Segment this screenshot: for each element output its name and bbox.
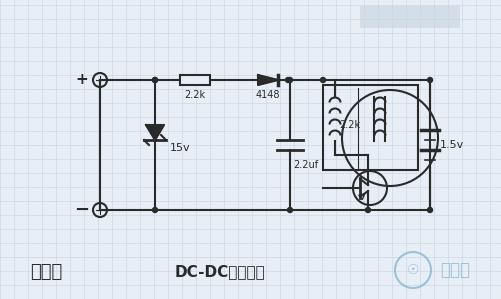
Circle shape [286, 77, 291, 83]
Text: 2.2k: 2.2k [184, 90, 205, 100]
Circle shape [152, 77, 157, 83]
Circle shape [288, 77, 293, 83]
Polygon shape [146, 125, 164, 140]
Text: +: + [76, 72, 88, 88]
Text: 2.2uf: 2.2uf [293, 160, 318, 170]
Circle shape [427, 208, 432, 213]
Bar [360, 6, 460, 28]
Text: 示例图: 示例图 [30, 263, 62, 281]
Circle shape [427, 77, 432, 83]
Text: 日月辰: 日月辰 [440, 261, 470, 279]
Text: 15v: 15v [170, 143, 190, 153]
Circle shape [366, 208, 371, 213]
Bar [323, 85, 418, 170]
Text: 2.2k: 2.2k [339, 120, 360, 130]
Text: ☉: ☉ [407, 263, 419, 277]
Bar [180, 75, 210, 85]
Text: DC-DC升压电路: DC-DC升压电路 [175, 265, 266, 280]
Circle shape [321, 77, 326, 83]
Text: 4148: 4148 [256, 90, 280, 100]
Polygon shape [258, 75, 278, 85]
Circle shape [152, 77, 157, 83]
Text: −: − [75, 201, 90, 219]
Text: 1.5v: 1.5v [440, 140, 464, 150]
Circle shape [152, 208, 157, 213]
Circle shape [288, 208, 293, 213]
